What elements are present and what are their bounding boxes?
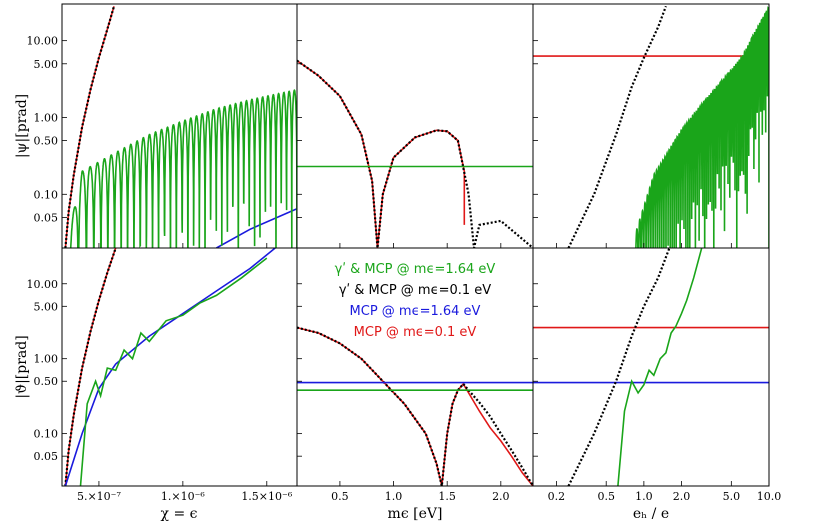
legend: γʹ & MCP @ mϵ=1.64 eV γʹ & MCP @ mϵ=0.1 e… (335, 262, 496, 340)
y-tick-label: 5.00 (34, 58, 59, 71)
x-tick-label: 5.×10⁻⁷ (77, 490, 122, 503)
legend-entry: MCP @ mϵ=0.1 eV (354, 325, 477, 340)
x-tick-label: 1.5×10⁻⁶ (241, 490, 293, 503)
y-tick-label: 0.10 (34, 188, 59, 201)
axis-ticks: 10.00 5.00 1.00 0.50 0.10 0.05 10.00 5.00 1.00 0.… (27, 35, 782, 503)
curves-layer (64, 5, 769, 486)
series-1-2-2 (567, 248, 671, 486)
panel-frame-1-0 (61, 247, 298, 487)
panel-1-0 (64, 248, 276, 486)
x-tick-label: 10.0 (757, 490, 782, 503)
series-1-0-3 (79, 257, 268, 486)
series-0-0-1 (64, 5, 116, 248)
legend-entry: γʹ & MCP @ mϵ=1.64 eV (335, 262, 496, 277)
x-label-right: eₕ / e (633, 506, 669, 522)
series-1-1-0 (297, 326, 533, 486)
y-tick-label: 0.05 (34, 211, 59, 224)
legend-entry: γʹ & MCP @ mϵ=0.1 eV (339, 283, 491, 298)
panel-1-2 (533, 248, 769, 486)
x-label-middle: mϵ [eV] (388, 506, 443, 522)
legend-entry: MCP @ mϵ=1.64 eV (350, 304, 481, 319)
panel-0-0 (64, 5, 297, 248)
panel-frame-0-1 (296, 3, 534, 249)
series-0-2-2 (635, 6, 769, 248)
x-tick-label: 0.2 (548, 490, 566, 503)
y-tick-label: 1.00 (34, 353, 59, 366)
series-0-0-2 (216, 207, 297, 248)
panel-frame-1-2 (532, 247, 770, 487)
panel-0-1 (297, 59, 533, 248)
series-0-0-3 (69, 89, 297, 248)
y-tick-label: 5.00 (34, 300, 59, 313)
series-1-0-1 (64, 248, 117, 486)
x-tick-label: 1.0 (635, 490, 653, 503)
series-0-1-1 (297, 59, 533, 248)
x-tick-label: 1.5 (438, 490, 456, 503)
x-tick-label: 5.0 (723, 490, 741, 503)
series-0-2-1 (567, 5, 667, 248)
x-tick-label: 2.0 (673, 490, 691, 503)
series-1-0-2 (64, 248, 276, 486)
y-tick-label: 0.50 (34, 135, 59, 148)
y-tick-label: 10.00 (27, 35, 59, 48)
panel-1-1 (297, 326, 533, 486)
y-tick-label: 10.00 (27, 278, 59, 291)
series-0-1-0 (297, 59, 466, 248)
x-tick-label: 0.5 (597, 490, 615, 503)
y-tick-label: 0.10 (34, 428, 59, 441)
y-tick-label: 1.00 (34, 111, 59, 124)
series-1-0-0 (64, 248, 117, 486)
panel-0-2 (533, 5, 769, 248)
x-tick-label: 1.0 (385, 490, 403, 503)
x-label-left: χ = ϵ (161, 506, 198, 522)
panel-frames (61, 3, 770, 487)
series-1-2-3 (617, 248, 703, 486)
x-tick-label: 2.0 (492, 490, 510, 503)
row-label-top: |ψ|[prad] (14, 94, 30, 158)
x-tick-label: 1.×10⁻⁶ (161, 490, 206, 503)
y-tick-label: 0.50 (34, 375, 59, 388)
row-label-bottom: |ϑ|[prad] (14, 335, 30, 398)
series-1-1-1 (297, 326, 533, 486)
y-tick-label: 0.05 (34, 450, 59, 463)
x-tick-label: 0.5 (331, 490, 349, 503)
